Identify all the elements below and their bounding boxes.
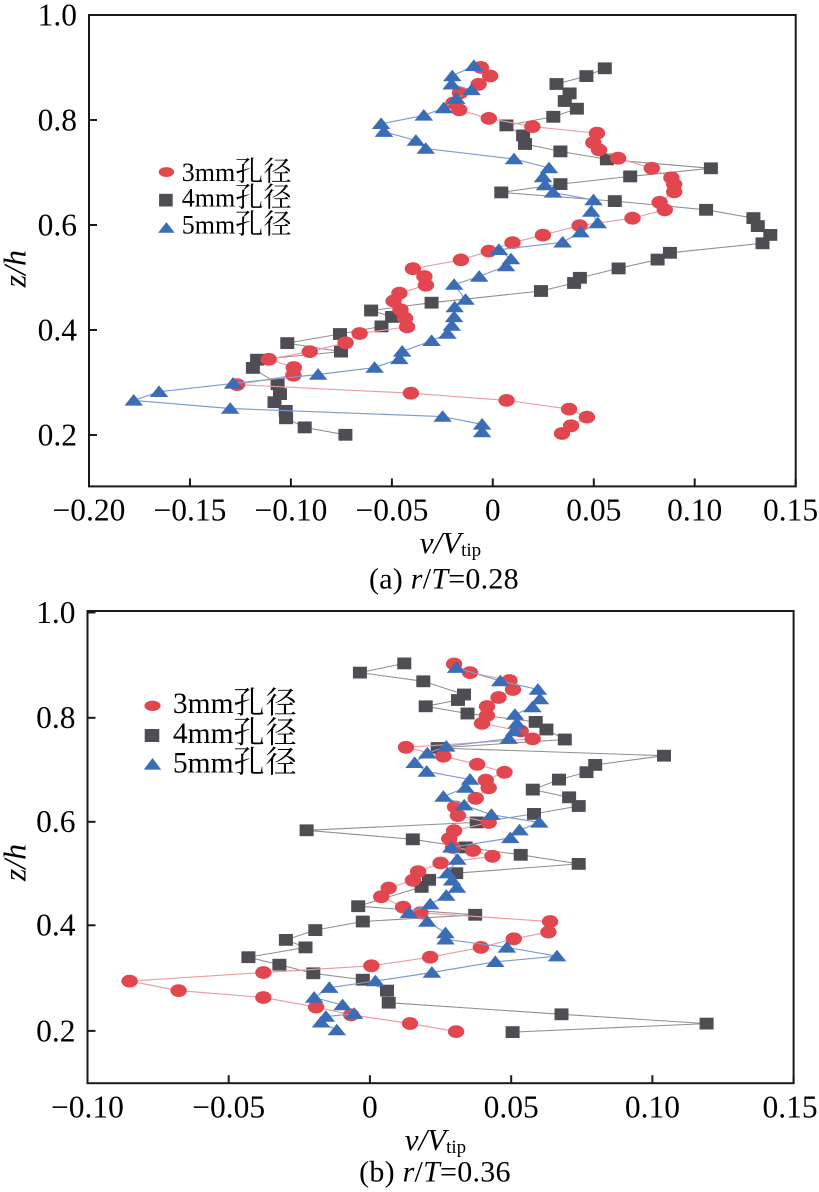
svg-text:−0.10: −0.10	[254, 493, 327, 528]
svg-text:0.6: 0.6	[38, 207, 77, 242]
svg-text:(b) r/T=0.36: (b) r/T=0.36	[359, 1155, 511, 1188]
svg-text:0: 0	[362, 1089, 378, 1124]
svg-text:−0.05: −0.05	[192, 1089, 265, 1124]
svg-text:z/h: z/h	[0, 844, 33, 882]
svg-text:(a) r/T=0.28: (a) r/T=0.28	[369, 562, 519, 595]
svg-text:0.05: 0.05	[566, 493, 621, 528]
svg-text:0.8: 0.8	[38, 102, 77, 137]
svg-text:0.8: 0.8	[36, 700, 75, 735]
svg-text:0.4: 0.4	[38, 312, 78, 347]
svg-text:v/Vtip: v/Vtip	[420, 525, 481, 561]
svg-text:3mm: 3mm	[173, 688, 234, 720]
svg-text:z/h: z/h	[0, 250, 33, 288]
svg-text:0: 0	[485, 493, 501, 528]
svg-text:−0.10: −0.10	[51, 1089, 124, 1124]
svg-text:−0.15: −0.15	[154, 493, 227, 528]
svg-text:1.0: 1.0	[36, 595, 75, 630]
svg-text:4mm: 4mm	[182, 184, 235, 213]
svg-text:0.2: 0.2	[36, 1013, 75, 1048]
svg-text:3mm: 3mm	[182, 158, 235, 187]
svg-text:−0.20: −0.20	[53, 493, 126, 528]
svg-text:0.6: 0.6	[36, 804, 75, 839]
svg-text:5mm: 5mm	[173, 747, 234, 779]
svg-text:0.10: 0.10	[667, 493, 722, 528]
svg-text:−0.05: −0.05	[355, 493, 428, 528]
svg-text:0.4: 0.4	[36, 908, 76, 943]
svg-text:5mm: 5mm	[182, 211, 235, 240]
svg-text:0.05: 0.05	[484, 1089, 539, 1124]
svg-text:4mm: 4mm	[173, 718, 234, 750]
svg-text:0.15: 0.15	[763, 493, 818, 528]
svg-text:0.15: 0.15	[762, 1089, 817, 1124]
svg-text:0.2: 0.2	[38, 417, 77, 452]
svg-text:0.10: 0.10	[625, 1089, 680, 1124]
svg-text:1.0: 1.0	[38, 0, 77, 32]
